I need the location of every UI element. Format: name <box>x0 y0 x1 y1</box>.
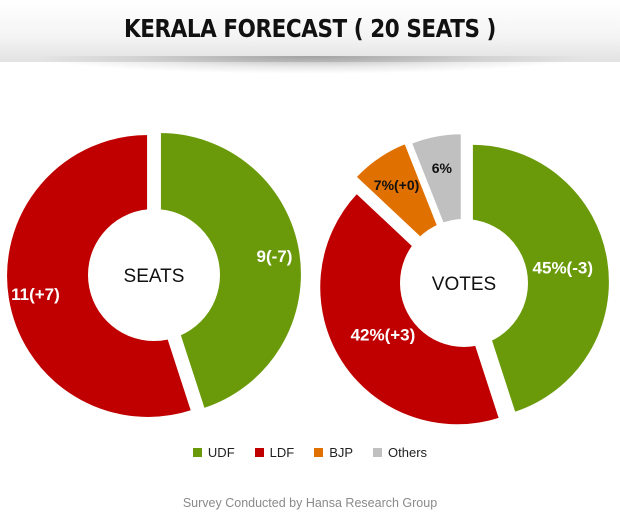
legend-item-ldf: LDF <box>254 445 295 460</box>
seats-data-label-udf: 9(-7) <box>257 247 293 266</box>
legend-label-others: Others <box>388 445 428 460</box>
legend-swatch-ldf <box>254 448 264 457</box>
legend-swatch-others <box>373 448 383 457</box>
legend-label-udf: UDF <box>207 445 235 460</box>
votes-data-label-udf: 45%(-3) <box>533 258 593 277</box>
legend-swatch-udf <box>192 448 202 457</box>
votes-slice-udf <box>470 142 611 415</box>
legend-label-ldf: LDF <box>269 445 295 460</box>
seats-donut-hole <box>88 209 220 341</box>
chart-title: KERALA FORECAST ( 20 SEATS ) <box>124 14 496 43</box>
seats-donut-chart: SEATS 9(-7) 11(+7) <box>5 131 303 419</box>
votes-data-label-others: 6% <box>432 160 453 176</box>
title-shadow <box>30 56 590 74</box>
votes-donut-hole <box>400 219 528 347</box>
legend-label-bjp: BJP <box>329 445 354 460</box>
seats-slice-udf <box>158 131 303 411</box>
votes-data-label-ldf: 42%(+3) <box>351 325 416 344</box>
votes-center-label: VOTES <box>432 274 496 295</box>
legend: UDF LDF BJP Others <box>0 445 620 460</box>
seats-data-label-ldf: 11(+7) <box>11 285 60 304</box>
title-bar <box>0 0 620 62</box>
footnote: Survey Conducted by Hansa Research Group <box>182 496 438 510</box>
legend-item-others: Others <box>373 445 427 460</box>
seats-center-label: SEATS <box>124 266 185 287</box>
votes-data-label-bjp: 7%(+0) <box>374 177 420 193</box>
votes-donut-chart: VOTES 45%(-3) 42%(+3) 7%(+0) 6% <box>318 132 611 427</box>
legend-swatch-bjp <box>314 448 324 457</box>
legend-item-udf: UDF <box>192 445 235 460</box>
legend-item-bjp: BJP <box>314 445 353 460</box>
